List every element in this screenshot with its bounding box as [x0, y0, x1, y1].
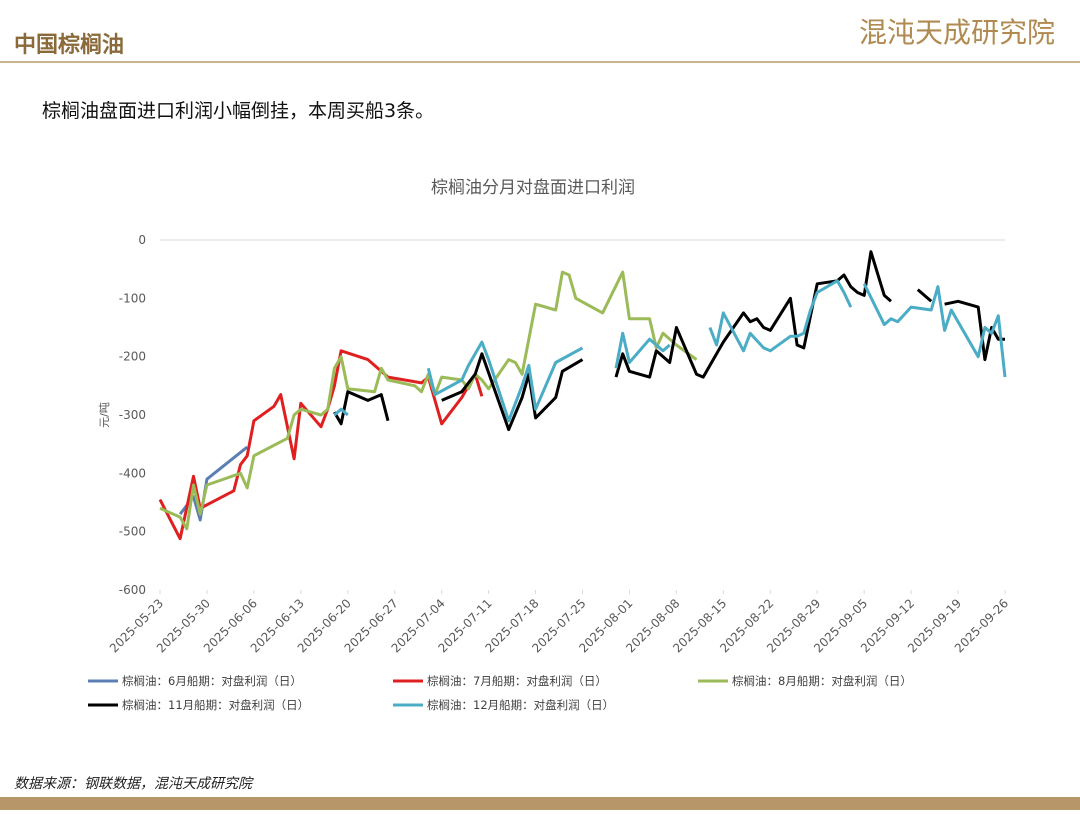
y-tick-label: -600 [119, 583, 146, 597]
y-axis-label: 元/吨 [98, 402, 111, 428]
y-tick-label: -100 [119, 291, 146, 305]
legend-label: 棕榈油：7月船期：对盘利润（日） [427, 674, 607, 688]
series-line [333, 279, 1007, 423]
source: 数据来源：钢联数据，混沌天成研究院 [14, 776, 254, 792]
legend-label: 棕榈油：6月船期：对盘利润（日） [122, 674, 302, 688]
logo: 混沌天成研究院 [859, 16, 1055, 49]
series-line [158, 349, 484, 541]
subtitle: 棕榈油盘面进口利润小幅倒挂，本周买船3条。 [42, 100, 434, 122]
y-tick-label: -500 [119, 525, 146, 539]
y-tick-label: -200 [119, 350, 146, 364]
y-tick-label: 0 [138, 233, 146, 247]
legend-label: 棕榈油：11月船期：对盘利润（日） [122, 698, 309, 712]
y-tick-label: -400 [119, 466, 146, 480]
legend-label: 棕榈油：8月船期：对盘利润（日） [732, 674, 912, 688]
header-title: 中国棕榈油 [14, 32, 124, 58]
plot-area: 0-100-200-300-400-500-6002025-05-232025-… [88, 233, 1011, 712]
legend-label: 棕榈油：12月船期：对盘利润（日） [427, 698, 614, 712]
chart-title: 棕榈油分月对盘面进口利润 [431, 178, 635, 198]
series-line [159, 270, 698, 531]
series-line [333, 250, 1005, 432]
y-tick-label: -300 [119, 408, 146, 422]
footer-bar [0, 797, 1080, 810]
